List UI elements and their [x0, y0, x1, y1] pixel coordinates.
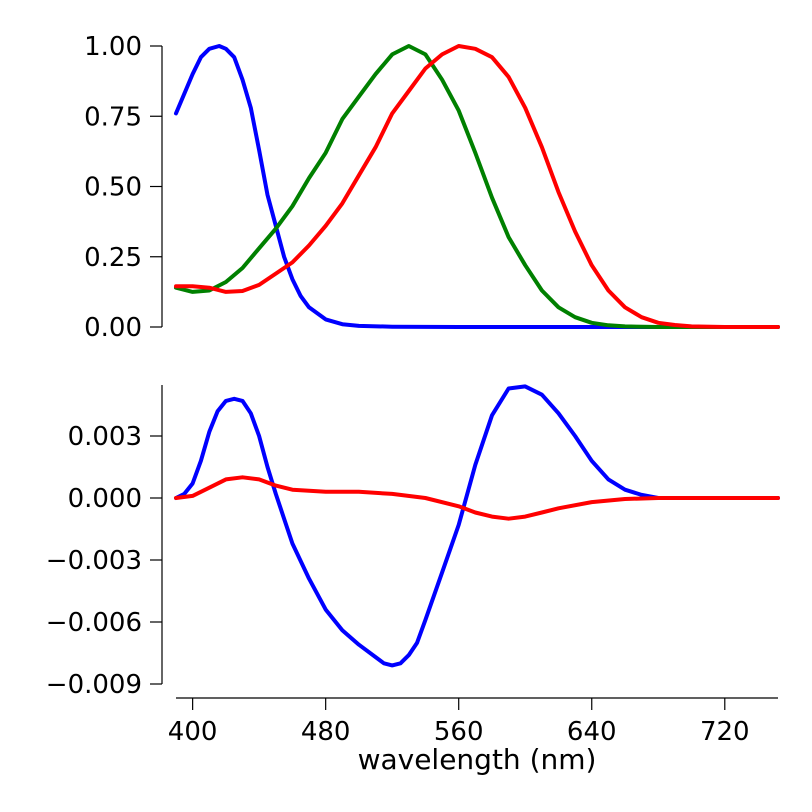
top-y-tick-label: 1.00 — [84, 32, 142, 62]
bottom-series-group — [174, 384, 780, 668]
top-panel: 0.00 0.25 0.50 0.75 1.00 — [84, 32, 780, 343]
bottom-series-line-1 — [174, 475, 780, 521]
x-tick-label: 400 — [168, 717, 218, 747]
top-y-tick-label: 0.25 — [84, 243, 142, 273]
top-y-ticks: 0.00 0.25 0.50 0.75 1.00 — [84, 32, 162, 343]
x-axis-label: wavelength (nm) — [358, 743, 597, 776]
bottom-y-tick-label: 0.000 — [68, 484, 142, 514]
bottom-y-ticks: 0.003 0.000 −0.003 −0.006 −0.009 — [46, 422, 162, 700]
bottom-y-tick-label: 0.003 — [68, 422, 142, 452]
bottom-y-tick-label: −0.006 — [46, 608, 142, 638]
bottom-series-line-0 — [174, 384, 780, 668]
top-y-tick-label: 0.50 — [84, 173, 142, 203]
top-y-tick-label: 0.00 — [84, 313, 142, 343]
bottom-y-tick-label: −0.009 — [46, 670, 142, 700]
bottom-x-ticks: 400 480 560 640 720 — [168, 698, 750, 747]
x-tick-label: 480 — [301, 717, 351, 747]
bottom-y-tick-label: −0.003 — [46, 546, 142, 576]
bottom-panel: 0.003 0.000 −0.003 −0.006 −0.009 400 480 560 64… — [46, 384, 780, 776]
top-series-line-0 — [174, 44, 780, 329]
top-series-line-2 — [174, 44, 780, 329]
top-series-line-1 — [174, 44, 780, 329]
top-series-group — [174, 44, 780, 329]
top-y-tick-label: 0.75 — [84, 102, 142, 132]
x-tick-label: 640 — [567, 717, 617, 747]
x-tick-label: 560 — [434, 717, 484, 747]
x-tick-label: 720 — [700, 717, 750, 747]
